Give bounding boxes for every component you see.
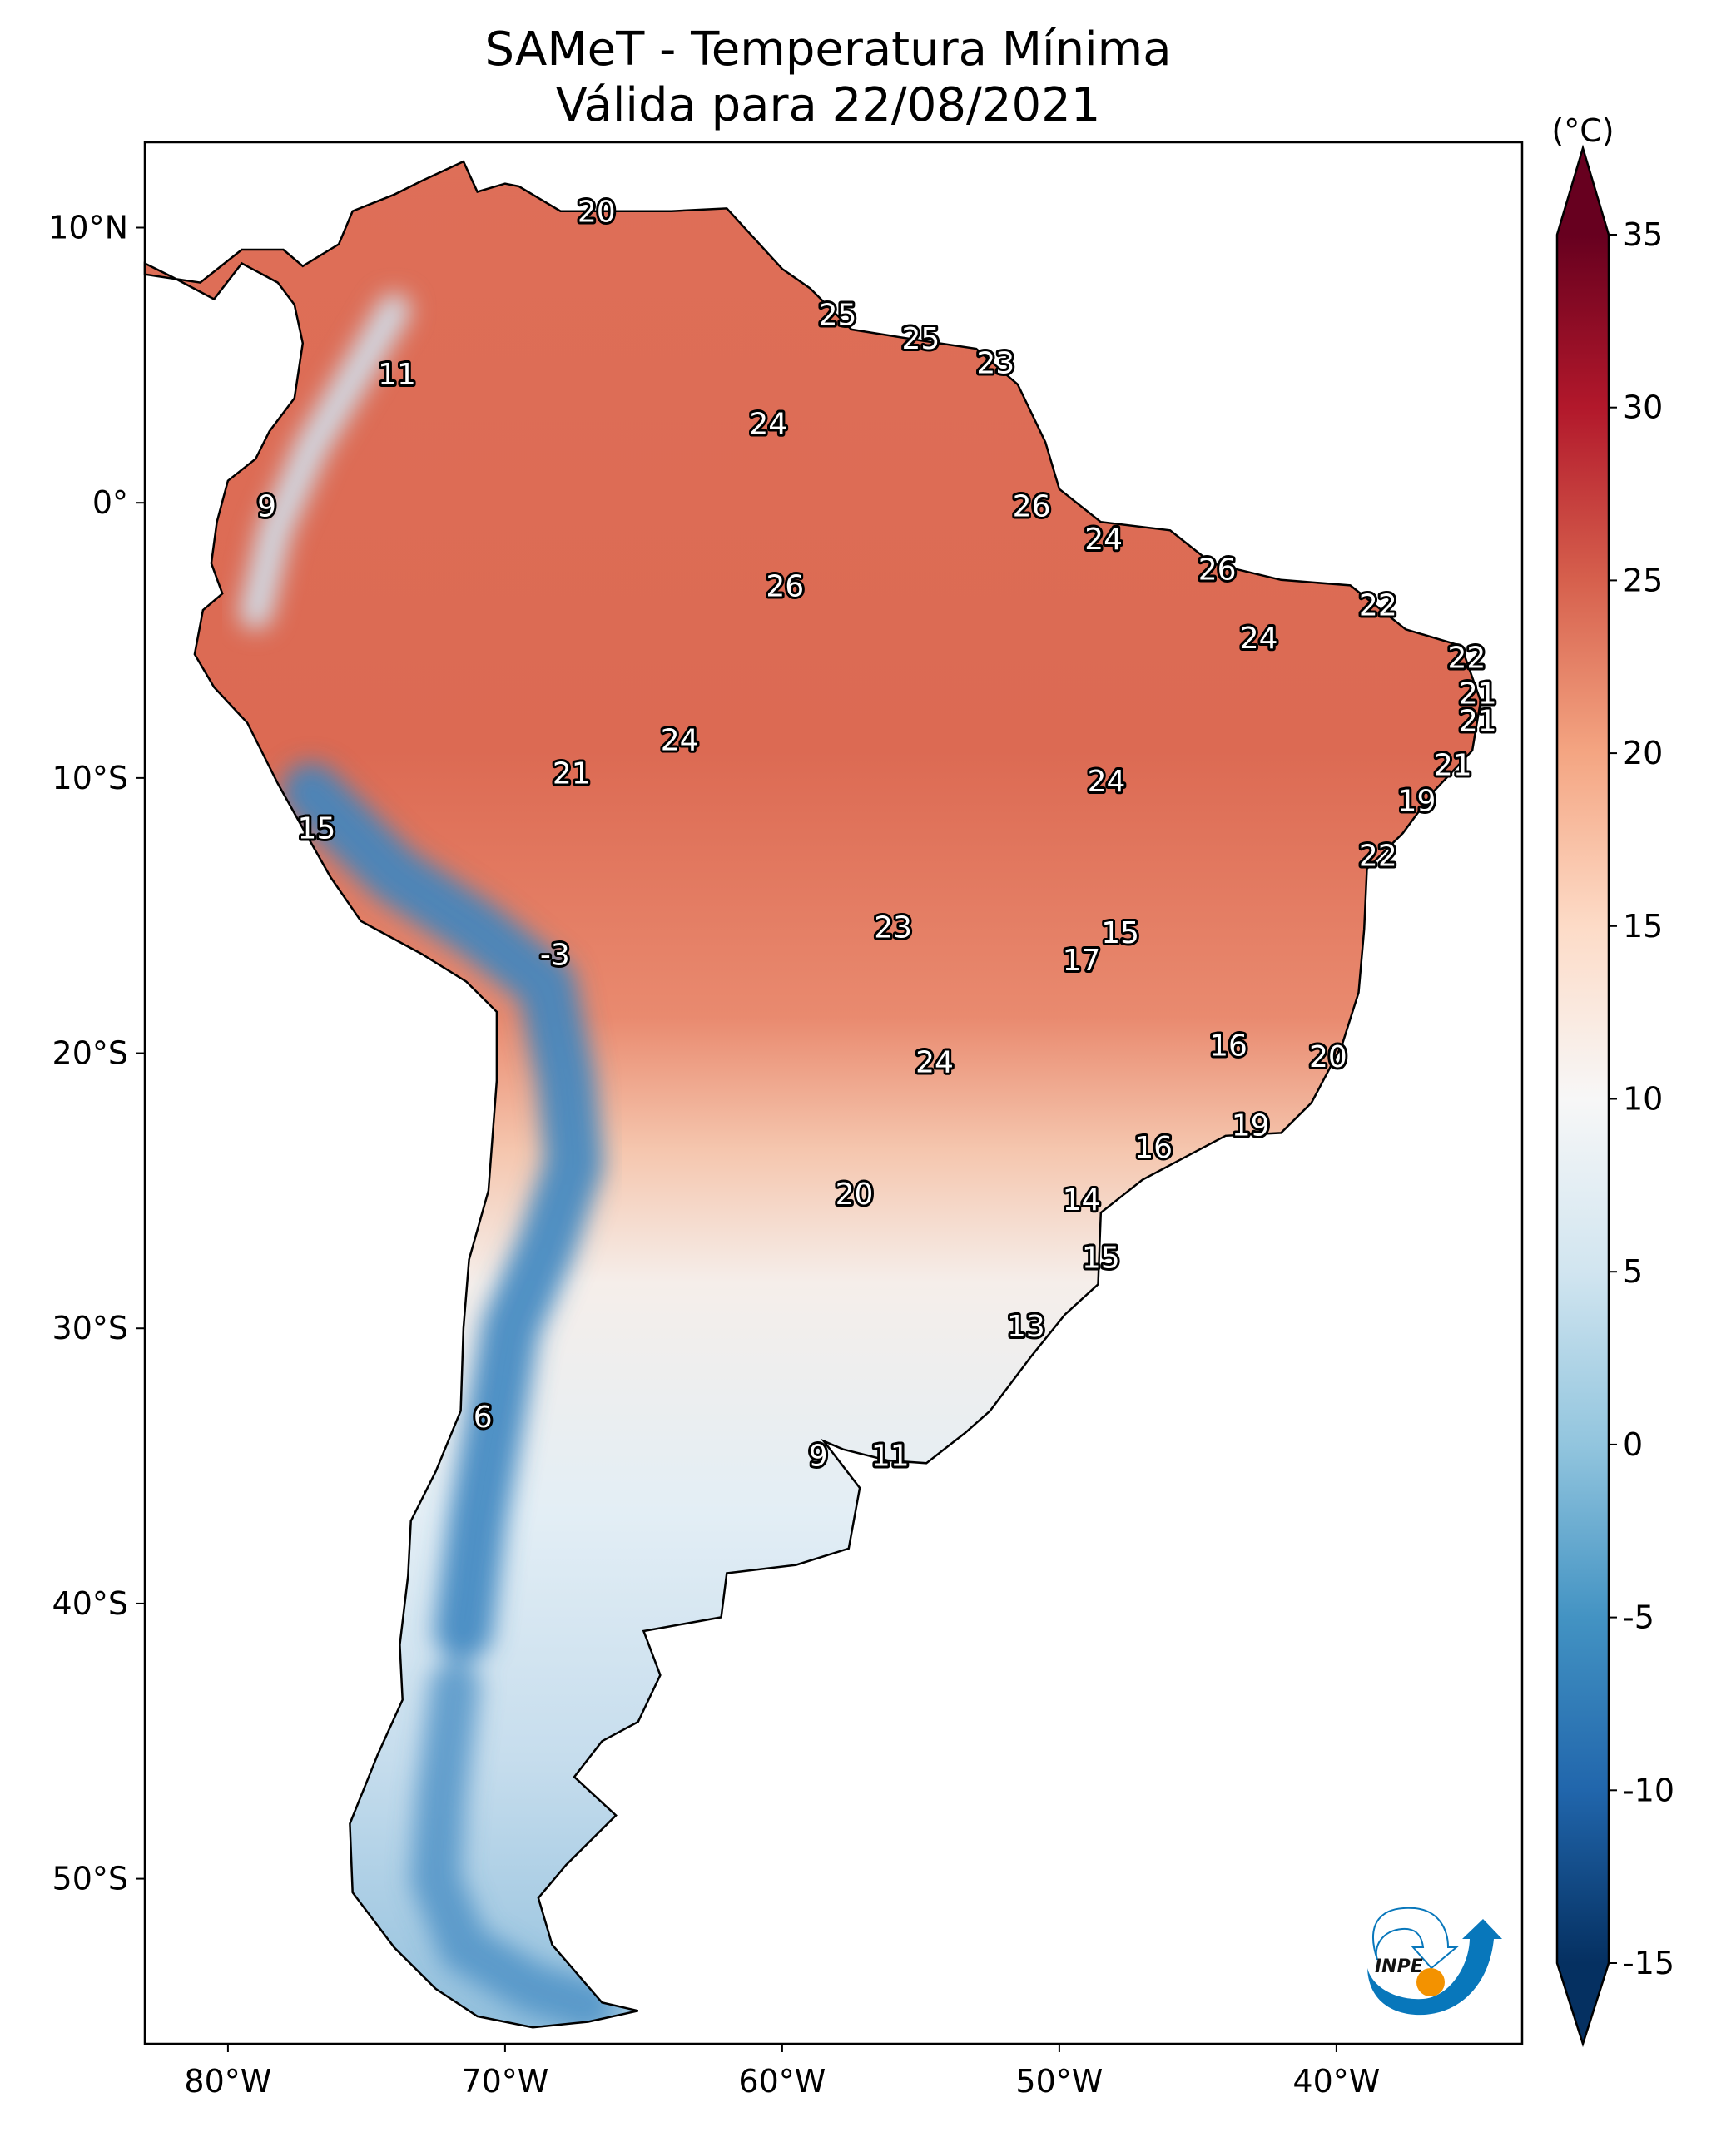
colorbar-ticks: 35 30 25 20 15 10 5 0 -5 -10 -15 <box>1609 216 1674 1981</box>
colorbar-tick-label: 15 <box>1623 908 1663 945</box>
temperature-label: 26 <box>1013 489 1051 523</box>
temperature-label: 23 <box>874 910 912 945</box>
temperature-label: 21 <box>553 756 591 791</box>
chart-title-line1: SAMeT - Temperatura Mínima <box>484 22 1172 77</box>
colorbar-extend-max <box>1557 148 1609 235</box>
temperature-label: 21 <box>1434 748 1472 782</box>
temperature-label: 24 <box>1240 622 1278 656</box>
temperature-label: 24 <box>915 1045 954 1079</box>
temperature-label: 20 <box>1309 1040 1347 1074</box>
x-tick-label: 50°W <box>1015 2063 1103 2100</box>
coastline <box>143 160 1482 2029</box>
colorbar-tick-label: 30 <box>1623 389 1663 426</box>
temperature-label: 21 <box>1459 677 1497 711</box>
inpe-logo: INPE <box>1367 1907 1502 2016</box>
patagonia-cold-band <box>410 1661 613 2028</box>
temperature-label: 15 <box>298 811 336 845</box>
y-tick-label: 0° <box>92 484 128 521</box>
logo-swoosh-arrow <box>1367 1919 1502 2016</box>
temperature-label: 9 <box>257 489 276 523</box>
temperature-label: 20 <box>578 196 616 230</box>
temperature-label: 14 <box>1063 1183 1101 1217</box>
temperature-label: 24 <box>1088 765 1126 799</box>
temperature-label: 22 <box>1359 839 1397 873</box>
temperature-label: 16 <box>1209 1029 1247 1064</box>
temperature-label: 25 <box>901 322 940 356</box>
temperature-label: 26 <box>1198 553 1237 588</box>
north-andes-cool-band <box>239 293 411 630</box>
y-tick-label: 10°S <box>52 760 128 796</box>
temperature-label: 19 <box>1232 1109 1270 1143</box>
andes-cold-region <box>239 293 613 2028</box>
colorbar-tick-label: 0 <box>1623 1426 1643 1463</box>
colorbar-tick-label: -5 <box>1623 1599 1654 1636</box>
colorbar-extend-min <box>1557 1963 1609 2044</box>
colorbar-tick-label: 35 <box>1623 216 1663 253</box>
temperature-label: 13 <box>1007 1310 1045 1344</box>
y-tick-label: 40°S <box>52 1585 128 1622</box>
logo-sun <box>1416 1968 1445 1996</box>
temperature-label: 23 <box>976 347 1014 381</box>
temperature-label: 15 <box>1082 1241 1120 1275</box>
colorbar-unit-label: (°C) <box>1551 112 1614 149</box>
x-tick-label: 60°W <box>738 2063 826 2100</box>
temperature-label: 22 <box>1447 641 1486 675</box>
temperature-label: 11 <box>378 358 416 392</box>
x-tick-label: 80°W <box>184 2063 271 2100</box>
chart-title-line2: Válida para 22/08/2021 <box>555 78 1101 132</box>
temperature-label: 11 <box>871 1439 910 1473</box>
colorbar-tick-label: -10 <box>1623 1772 1674 1808</box>
x-tick-label: 70°W <box>461 2063 548 2100</box>
colorbar-tick-label: 5 <box>1623 1253 1643 1290</box>
y-tick-label: 30°S <box>52 1310 128 1346</box>
colorbar-tick-label: -15 <box>1623 1945 1674 1981</box>
logo-text: INPE <box>1375 1956 1423 1977</box>
colorbar-tick-label: 20 <box>1623 735 1663 771</box>
temperature-label: -3 <box>540 939 570 973</box>
temperature-label: 22 <box>1359 589 1397 623</box>
y-tick-label: 10°N <box>48 210 128 246</box>
temperature-label: 15 <box>1101 916 1139 950</box>
temperature-label: 24 <box>1084 523 1123 557</box>
colorbar-tick-label: 10 <box>1623 1081 1663 1118</box>
y-tick-label: 20°S <box>52 1035 128 1072</box>
temperature-label: 25 <box>819 299 857 333</box>
temperature-label: 17 <box>1063 944 1101 978</box>
temperature-label: 6 <box>474 1401 493 1435</box>
logo-inner-arrow <box>1372 1907 1459 1970</box>
temperature-label: 24 <box>661 724 699 758</box>
map-panel: 80°W 70°W 60°W 50°W 40°W 10°N 0° 10°S 20°S 30°S 40… <box>48 141 1524 2100</box>
colorbar-tick-label: 25 <box>1623 562 1663 598</box>
y-tick-label: 50°S <box>52 1861 128 1897</box>
temperature-label: 26 <box>766 569 804 603</box>
colorbar-gradient <box>1557 235 1609 1963</box>
x-tick-label: 40°W <box>1292 2063 1380 2100</box>
temperature-label: 9 <box>809 1439 828 1473</box>
temperature-label: 21 <box>1459 704 1497 738</box>
temperature-label: 16 <box>1134 1131 1173 1165</box>
map-frame <box>143 141 1524 2045</box>
temperature-label: 20 <box>836 1178 874 1212</box>
axis-ticks: 80°W 70°W 60°W 50°W 40°W 10°N 0° 10°S 20°S 30°S 40… <box>48 210 1380 2100</box>
colorbar: (°C) 35 30 25 20 15 10 5 0 -5 -10 -15 <box>1551 112 1674 2048</box>
andes-cold-band <box>281 762 604 1660</box>
south-america-land <box>145 161 1481 2028</box>
temperature-label: 24 <box>749 407 787 441</box>
temperature-label: 19 <box>1398 784 1436 818</box>
